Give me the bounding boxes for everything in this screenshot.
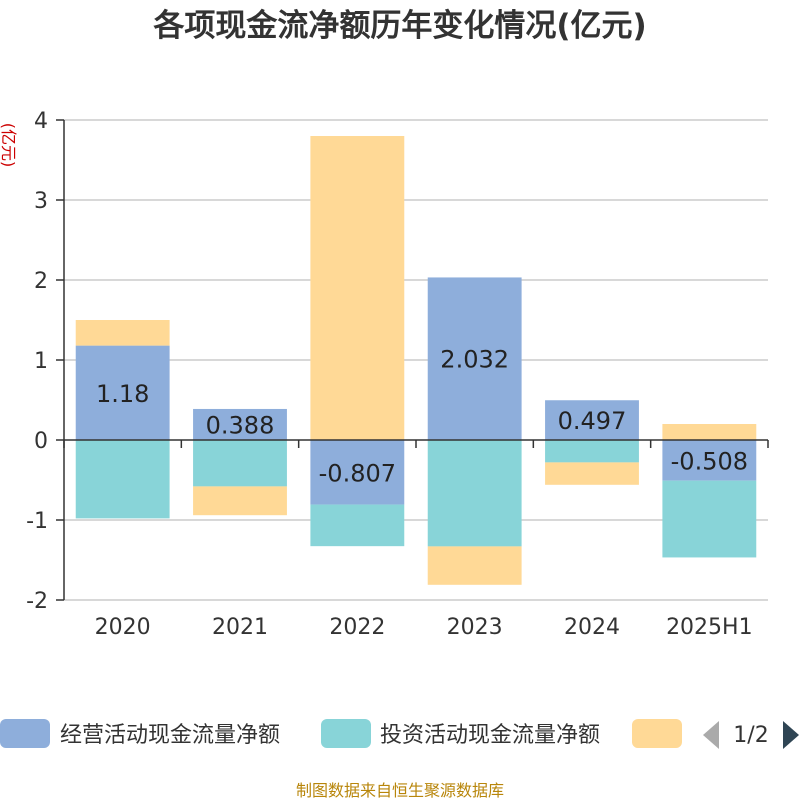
data-label-operating: 2.032	[440, 346, 509, 374]
bar-operating[interactable]	[193, 408, 287, 440]
y-tick-label: 2	[34, 269, 48, 294]
bars	[75, 136, 757, 585]
bar-operating[interactable]	[662, 440, 757, 481]
bar-financing[interactable]	[310, 136, 405, 440]
bar-financing[interactable]	[545, 462, 639, 485]
x-tick-label: 2022	[329, 615, 385, 640]
legend: 经营活动现金流量净额 投资活动现金流量净额 1/2	[0, 719, 799, 749]
y-tick-label: -1	[26, 509, 48, 534]
bar-investing[interactable]	[662, 480, 757, 558]
y-tick-label: 1	[34, 349, 48, 374]
bar-operating[interactable]	[75, 345, 170, 440]
x-tick-label: 2025H1	[666, 615, 753, 640]
axes: -2 -1 0 1 2 3 4 2020 2021 2022 2023 2024 2025H1	[26, 109, 769, 640]
y-tick-label: 3	[34, 189, 48, 214]
data-label-operating: 1.18	[96, 380, 149, 408]
legend-swatch-operating[interactable]	[0, 719, 50, 748]
bar-financing[interactable]	[193, 486, 287, 516]
triangle-right-icon[interactable]	[783, 721, 799, 749]
y-tick-label: 0	[34, 429, 48, 454]
bar-operating[interactable]	[545, 400, 639, 440]
data-label-operating: 0.497	[558, 407, 627, 435]
bar-investing[interactable]	[310, 504, 405, 547]
bar-operating[interactable]	[427, 277, 522, 440]
data-label-operating: -0.508	[671, 447, 748, 475]
legend-page-indicator: 1/2	[733, 723, 768, 748]
bar-investing[interactable]	[545, 440, 639, 463]
y-tick-label: 4	[34, 109, 48, 134]
y-axis-label: (亿元)	[0, 123, 18, 168]
triangle-left-icon[interactable]	[703, 721, 719, 749]
x-tick-label: 2023	[447, 615, 503, 640]
data-label-operating: 0.388	[206, 411, 275, 439]
bar-financing[interactable]	[427, 546, 522, 585]
bar-investing[interactable]	[427, 440, 522, 547]
y-tick-label: -2	[26, 589, 48, 614]
chart-title: 各项现金流净额历年变化情况(亿元)	[152, 8, 646, 44]
legend-label-investing[interactable]: 投资活动现金流量净额	[380, 723, 600, 748]
source-note: 制图数据来自恒生聚源数据库	[296, 781, 504, 800]
legend-swatch-financing[interactable]	[632, 719, 682, 748]
x-tick-label: 2020	[95, 615, 151, 640]
legend-swatch-investing[interactable]	[321, 719, 371, 748]
grid-lines	[64, 119, 768, 601]
x-tick-label: 2024	[564, 615, 620, 640]
bar-financing[interactable]	[75, 320, 170, 346]
bar-investing[interactable]	[193, 440, 287, 487]
bar-operating[interactable]	[310, 440, 405, 505]
data-labels: 1.18 0.388 -0.807 2.032 0.497 -0.508	[96, 346, 748, 488]
x-tick-label: 2021	[212, 615, 268, 640]
legend-label-operating[interactable]: 经营活动现金流量净额	[60, 723, 280, 748]
data-label-operating: -0.807	[319, 459, 396, 487]
bar-investing[interactable]	[75, 440, 170, 519]
bar-financing[interactable]	[662, 424, 757, 440]
